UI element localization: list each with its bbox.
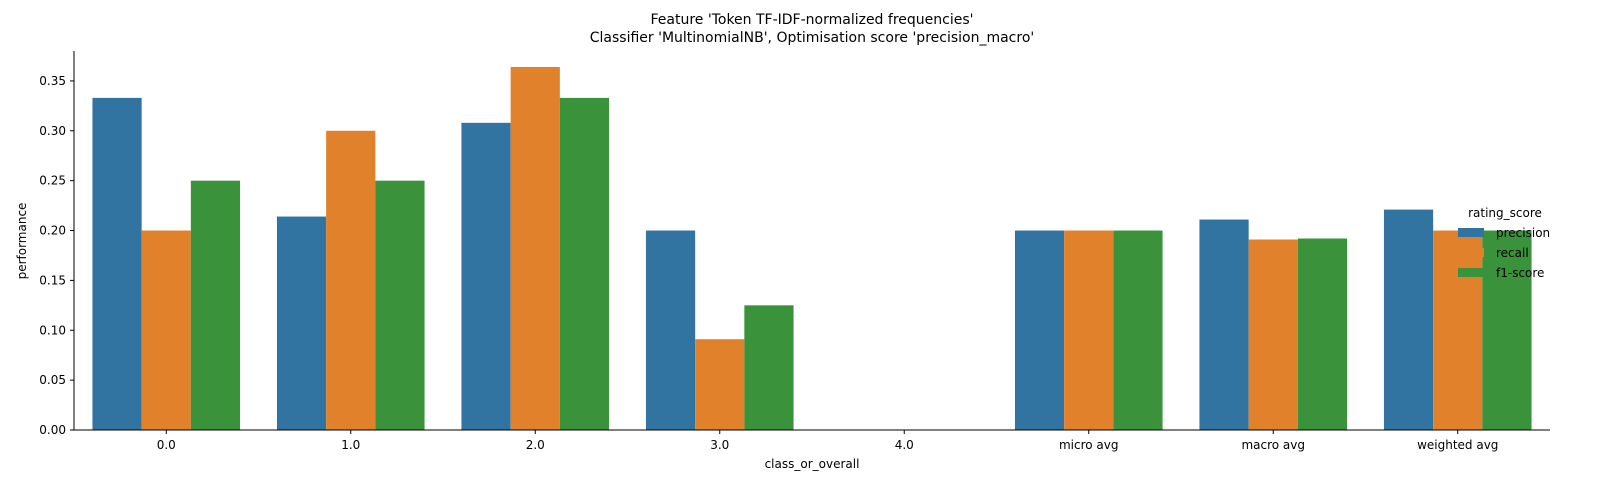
bar-precision-5	[1014, 230, 1065, 430]
x-axis-ticks: 0.0 1.0 2.0 3.0 4.0 micro avg macro avg weighte…	[157, 430, 1498, 452]
legend-label-precision: precision	[1496, 226, 1550, 240]
bar-precision-1	[276, 216, 327, 430]
bar-f1-score-2	[559, 97, 610, 430]
bar-precision-3	[645, 230, 696, 430]
bar-f1-score-3	[744, 305, 794, 430]
x-tick-label-7: weighted avg	[1417, 438, 1498, 452]
bar-recall-1	[326, 130, 376, 431]
x-tick-label-0: 0.0	[157, 438, 176, 452]
x-tick-label-4: 4.0	[895, 438, 914, 452]
bar-recall-6	[1248, 239, 1298, 430]
bars-group	[92, 66, 1532, 431]
y-tick-label-6: 0.30	[39, 124, 66, 138]
y-tick-label-0: 0.00	[39, 423, 66, 437]
bar-f1-score-1	[375, 180, 425, 430]
bar-precision-7	[1383, 209, 1434, 430]
bar-f1-score-6	[1297, 238, 1348, 430]
legend: rating_score precision recall f1-score	[1458, 206, 1550, 280]
y-tick-label-1: 0.05	[39, 373, 66, 387]
y-tick-label-4: 0.20	[39, 224, 66, 238]
bar-recall-7	[1433, 230, 1483, 430]
bar-f1-score-5	[1113, 230, 1163, 430]
bar-f1-score-7	[1482, 230, 1532, 430]
x-tick-label-5: micro avg	[1059, 438, 1119, 452]
bar-f1-score-0	[190, 180, 241, 430]
legend-label-f1-score: f1-score	[1496, 266, 1544, 280]
chart-title-line-1: Feature 'Token TF-IDF-normalized frequen…	[651, 12, 974, 28]
legend-swatch-f1-score	[1458, 268, 1484, 277]
x-tick-label-6: macro avg	[1241, 438, 1305, 452]
bar-precision-0	[92, 97, 142, 430]
bar-recall-5	[1064, 230, 1114, 430]
y-tick-label-2: 0.10	[39, 323, 66, 337]
bar-precision-6	[1199, 219, 1249, 430]
x-tick-label-1: 1.0	[341, 438, 360, 452]
legend-label-recall: recall	[1496, 246, 1529, 260]
legend-swatch-precision	[1458, 228, 1484, 237]
x-tick-label-2: 2.0	[526, 438, 545, 452]
y-axis-ticks: 0.00 0.05 0.10 0.15 0.20 0.25 0.30 0.35	[39, 74, 74, 437]
y-tick-label-7: 0.35	[39, 74, 66, 88]
x-tick-label-3: 3.0	[710, 438, 729, 452]
y-tick-label-5: 0.25	[39, 174, 66, 188]
bar-precision-2	[461, 122, 511, 430]
legend-title: rating_score	[1468, 206, 1542, 220]
bar-recall-2	[510, 66, 560, 431]
legend-swatch-recall	[1458, 248, 1484, 257]
chart-title-line-2: Classifier 'MultinomialNB', Optimisation…	[590, 30, 1035, 46]
y-tick-label-3: 0.15	[39, 273, 66, 287]
bar-recall-3	[695, 339, 745, 430]
x-axis-label: class_or_overall	[765, 457, 860, 471]
bar-recall-0	[141, 230, 191, 430]
y-axis-label: performance	[15, 203, 29, 280]
